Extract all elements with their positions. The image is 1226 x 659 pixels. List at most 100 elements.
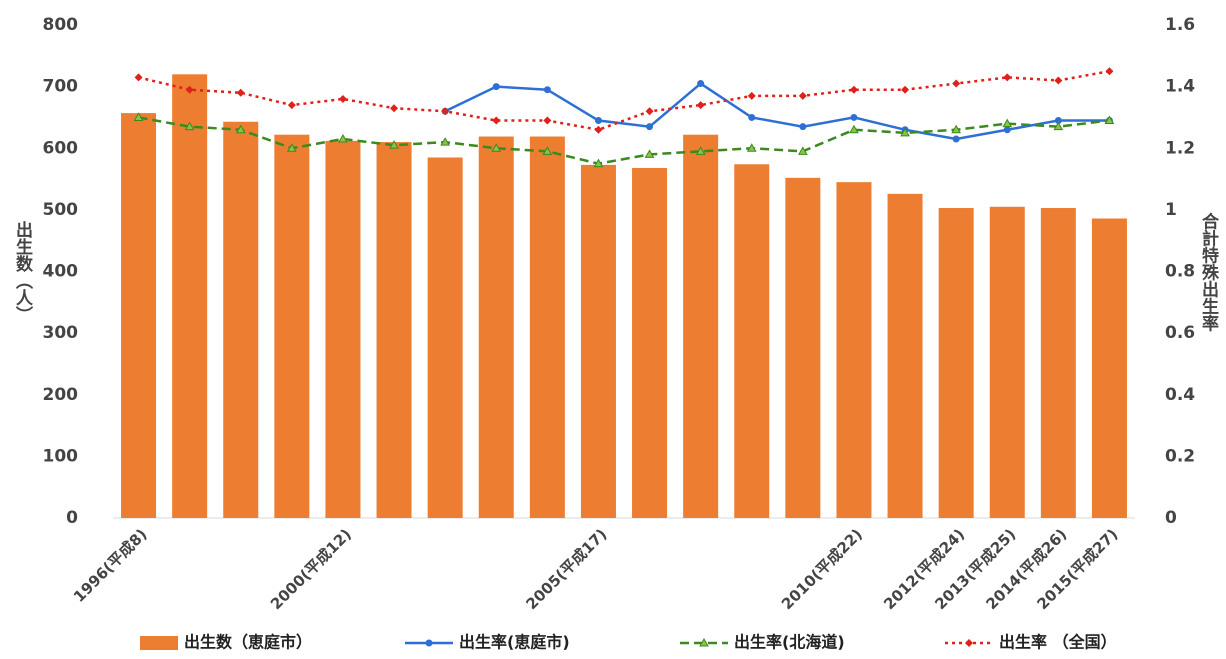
x-tick-label: 2000(平成12) xyxy=(267,525,355,613)
point xyxy=(900,127,910,137)
point xyxy=(1054,117,1062,125)
y2-tick-label: 0 xyxy=(1165,508,1177,528)
y-tick-label: 200 xyxy=(43,385,79,405)
point xyxy=(338,133,348,143)
legend-swatch xyxy=(140,636,178,650)
point xyxy=(1053,121,1064,131)
y-tick-label: 800 xyxy=(43,15,79,35)
bar xyxy=(580,164,616,519)
y-tick-label: 500 xyxy=(43,200,79,220)
point xyxy=(491,143,502,152)
y2-tick-label: 1.4 xyxy=(1165,77,1195,97)
legend-label: 出生率 （全国） xyxy=(999,633,1117,652)
point xyxy=(746,143,757,152)
point xyxy=(850,113,858,121)
y2-tick-label: 0.2 xyxy=(1165,446,1195,466)
y2-tick-label: 0.4 xyxy=(1165,385,1195,405)
y-axis-label: 出生数（人） xyxy=(12,220,33,323)
point xyxy=(695,146,706,155)
point xyxy=(747,91,756,100)
point xyxy=(697,80,705,88)
bar xyxy=(478,136,514,518)
point xyxy=(952,79,961,88)
point xyxy=(441,107,450,116)
bar xyxy=(785,177,821,518)
y2-axis-label: 合計特殊出生率 xyxy=(1198,211,1219,332)
point xyxy=(594,125,603,134)
y-tick-label: 300 xyxy=(43,323,79,343)
point xyxy=(543,86,551,94)
y2-tick-label: 1.6 xyxy=(1165,15,1195,35)
point xyxy=(952,135,960,143)
point xyxy=(965,639,973,647)
series-line xyxy=(138,116,1110,165)
point xyxy=(901,85,910,94)
point xyxy=(644,149,655,158)
bar xyxy=(427,157,463,518)
point xyxy=(798,91,807,100)
point xyxy=(492,83,500,91)
bar xyxy=(683,134,719,518)
point xyxy=(699,637,709,647)
bar xyxy=(325,140,361,519)
point xyxy=(236,88,245,97)
point xyxy=(134,73,143,82)
y-tick-label: 400 xyxy=(43,262,79,282)
y2-tick-label: 1.2 xyxy=(1165,138,1195,158)
bar xyxy=(836,182,872,519)
bar xyxy=(172,74,208,519)
bar xyxy=(632,167,668,518)
point xyxy=(645,107,654,116)
y2-tick-label: 1 xyxy=(1165,200,1177,220)
series-line xyxy=(444,81,1110,141)
point xyxy=(1003,126,1011,134)
point xyxy=(849,85,858,94)
bar xyxy=(529,136,565,518)
legend-label: 出生数（恵庭市） xyxy=(184,633,312,652)
point xyxy=(646,123,654,131)
point xyxy=(133,112,144,121)
bar xyxy=(1091,218,1127,518)
point xyxy=(390,104,399,113)
point xyxy=(389,140,399,149)
x-tick-label: 1996(平成8) xyxy=(70,525,151,606)
point xyxy=(1105,67,1114,76)
point xyxy=(440,137,451,146)
bar xyxy=(1040,208,1076,518)
point xyxy=(748,113,756,121)
x-tick-label: 2010(平成22) xyxy=(778,525,866,613)
legend-label: 出生率(恵庭市) xyxy=(459,633,570,652)
y-tick-label: 0 xyxy=(66,508,78,528)
point xyxy=(797,146,808,155)
point xyxy=(593,158,604,168)
point xyxy=(286,143,297,152)
point xyxy=(1054,76,1063,85)
point xyxy=(338,94,347,103)
point xyxy=(1002,118,1013,128)
legend-label: 出生率(北海道) xyxy=(734,633,845,652)
y-tick-label: 700 xyxy=(43,77,79,97)
series-line xyxy=(138,69,1110,132)
bar xyxy=(376,142,412,518)
point xyxy=(425,639,433,647)
y-tick-label: 600 xyxy=(43,138,79,158)
point xyxy=(185,85,194,94)
point xyxy=(951,124,962,134)
y-tick-label: 100 xyxy=(43,446,79,466)
point xyxy=(594,117,602,125)
point xyxy=(235,124,246,134)
bar xyxy=(121,113,157,518)
point xyxy=(799,123,807,131)
y2-tick-label: 0.8 xyxy=(1165,262,1195,282)
bar xyxy=(887,193,923,519)
point xyxy=(542,146,553,155)
x-tick-label: 2005(平成17) xyxy=(523,525,611,613)
point xyxy=(492,116,501,125)
bar xyxy=(223,121,259,518)
bar xyxy=(734,164,770,518)
point xyxy=(696,101,705,110)
point xyxy=(1104,115,1115,125)
bar xyxy=(274,134,310,518)
bar xyxy=(989,206,1025,518)
